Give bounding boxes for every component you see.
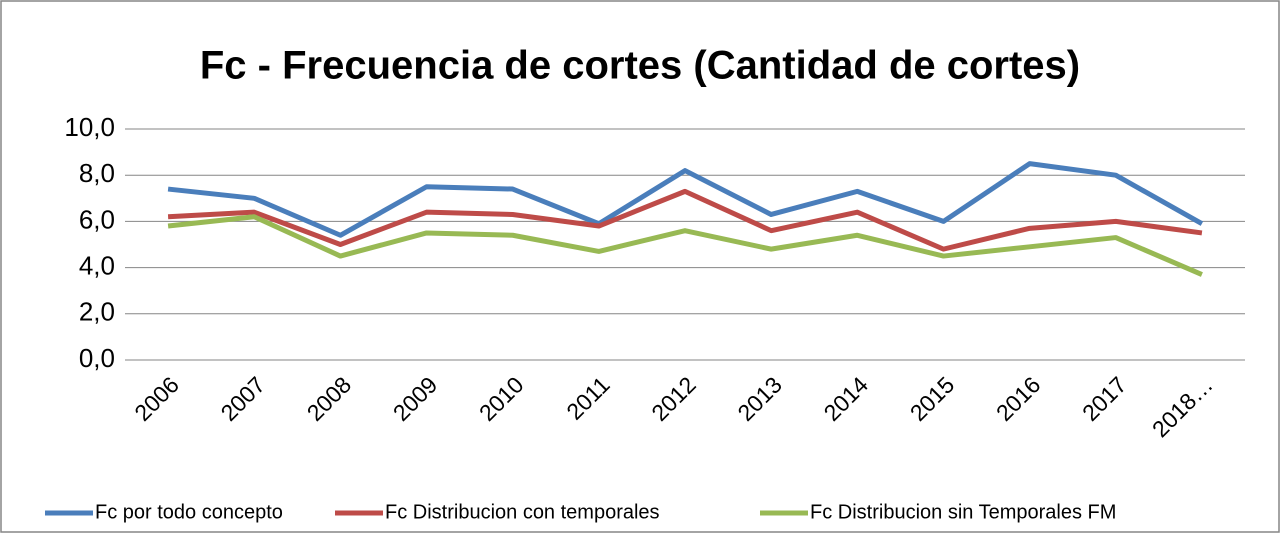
chart-title: Fc - Frecuencia de cortes (Cantidad de c… [200,44,1080,88]
legend-label: Fc Distribucion con temporales [385,501,660,523]
legend-label: Fc por todo concepto [95,501,283,523]
series-line [167,188,1203,252]
y-tick-label: 0,0 [79,343,115,373]
y-tick-label: 8,0 [79,158,115,188]
y-tick-label: 4,0 [79,250,115,280]
series-line [167,161,1204,238]
legend-label: Fc Distribucion sin Temporales FM [810,501,1116,523]
y-tick-label: 6,0 [79,204,115,234]
y-tick-label: 10,0 [64,112,115,142]
y-tick-label: 2,0 [79,297,115,327]
series-line [167,214,1203,277]
